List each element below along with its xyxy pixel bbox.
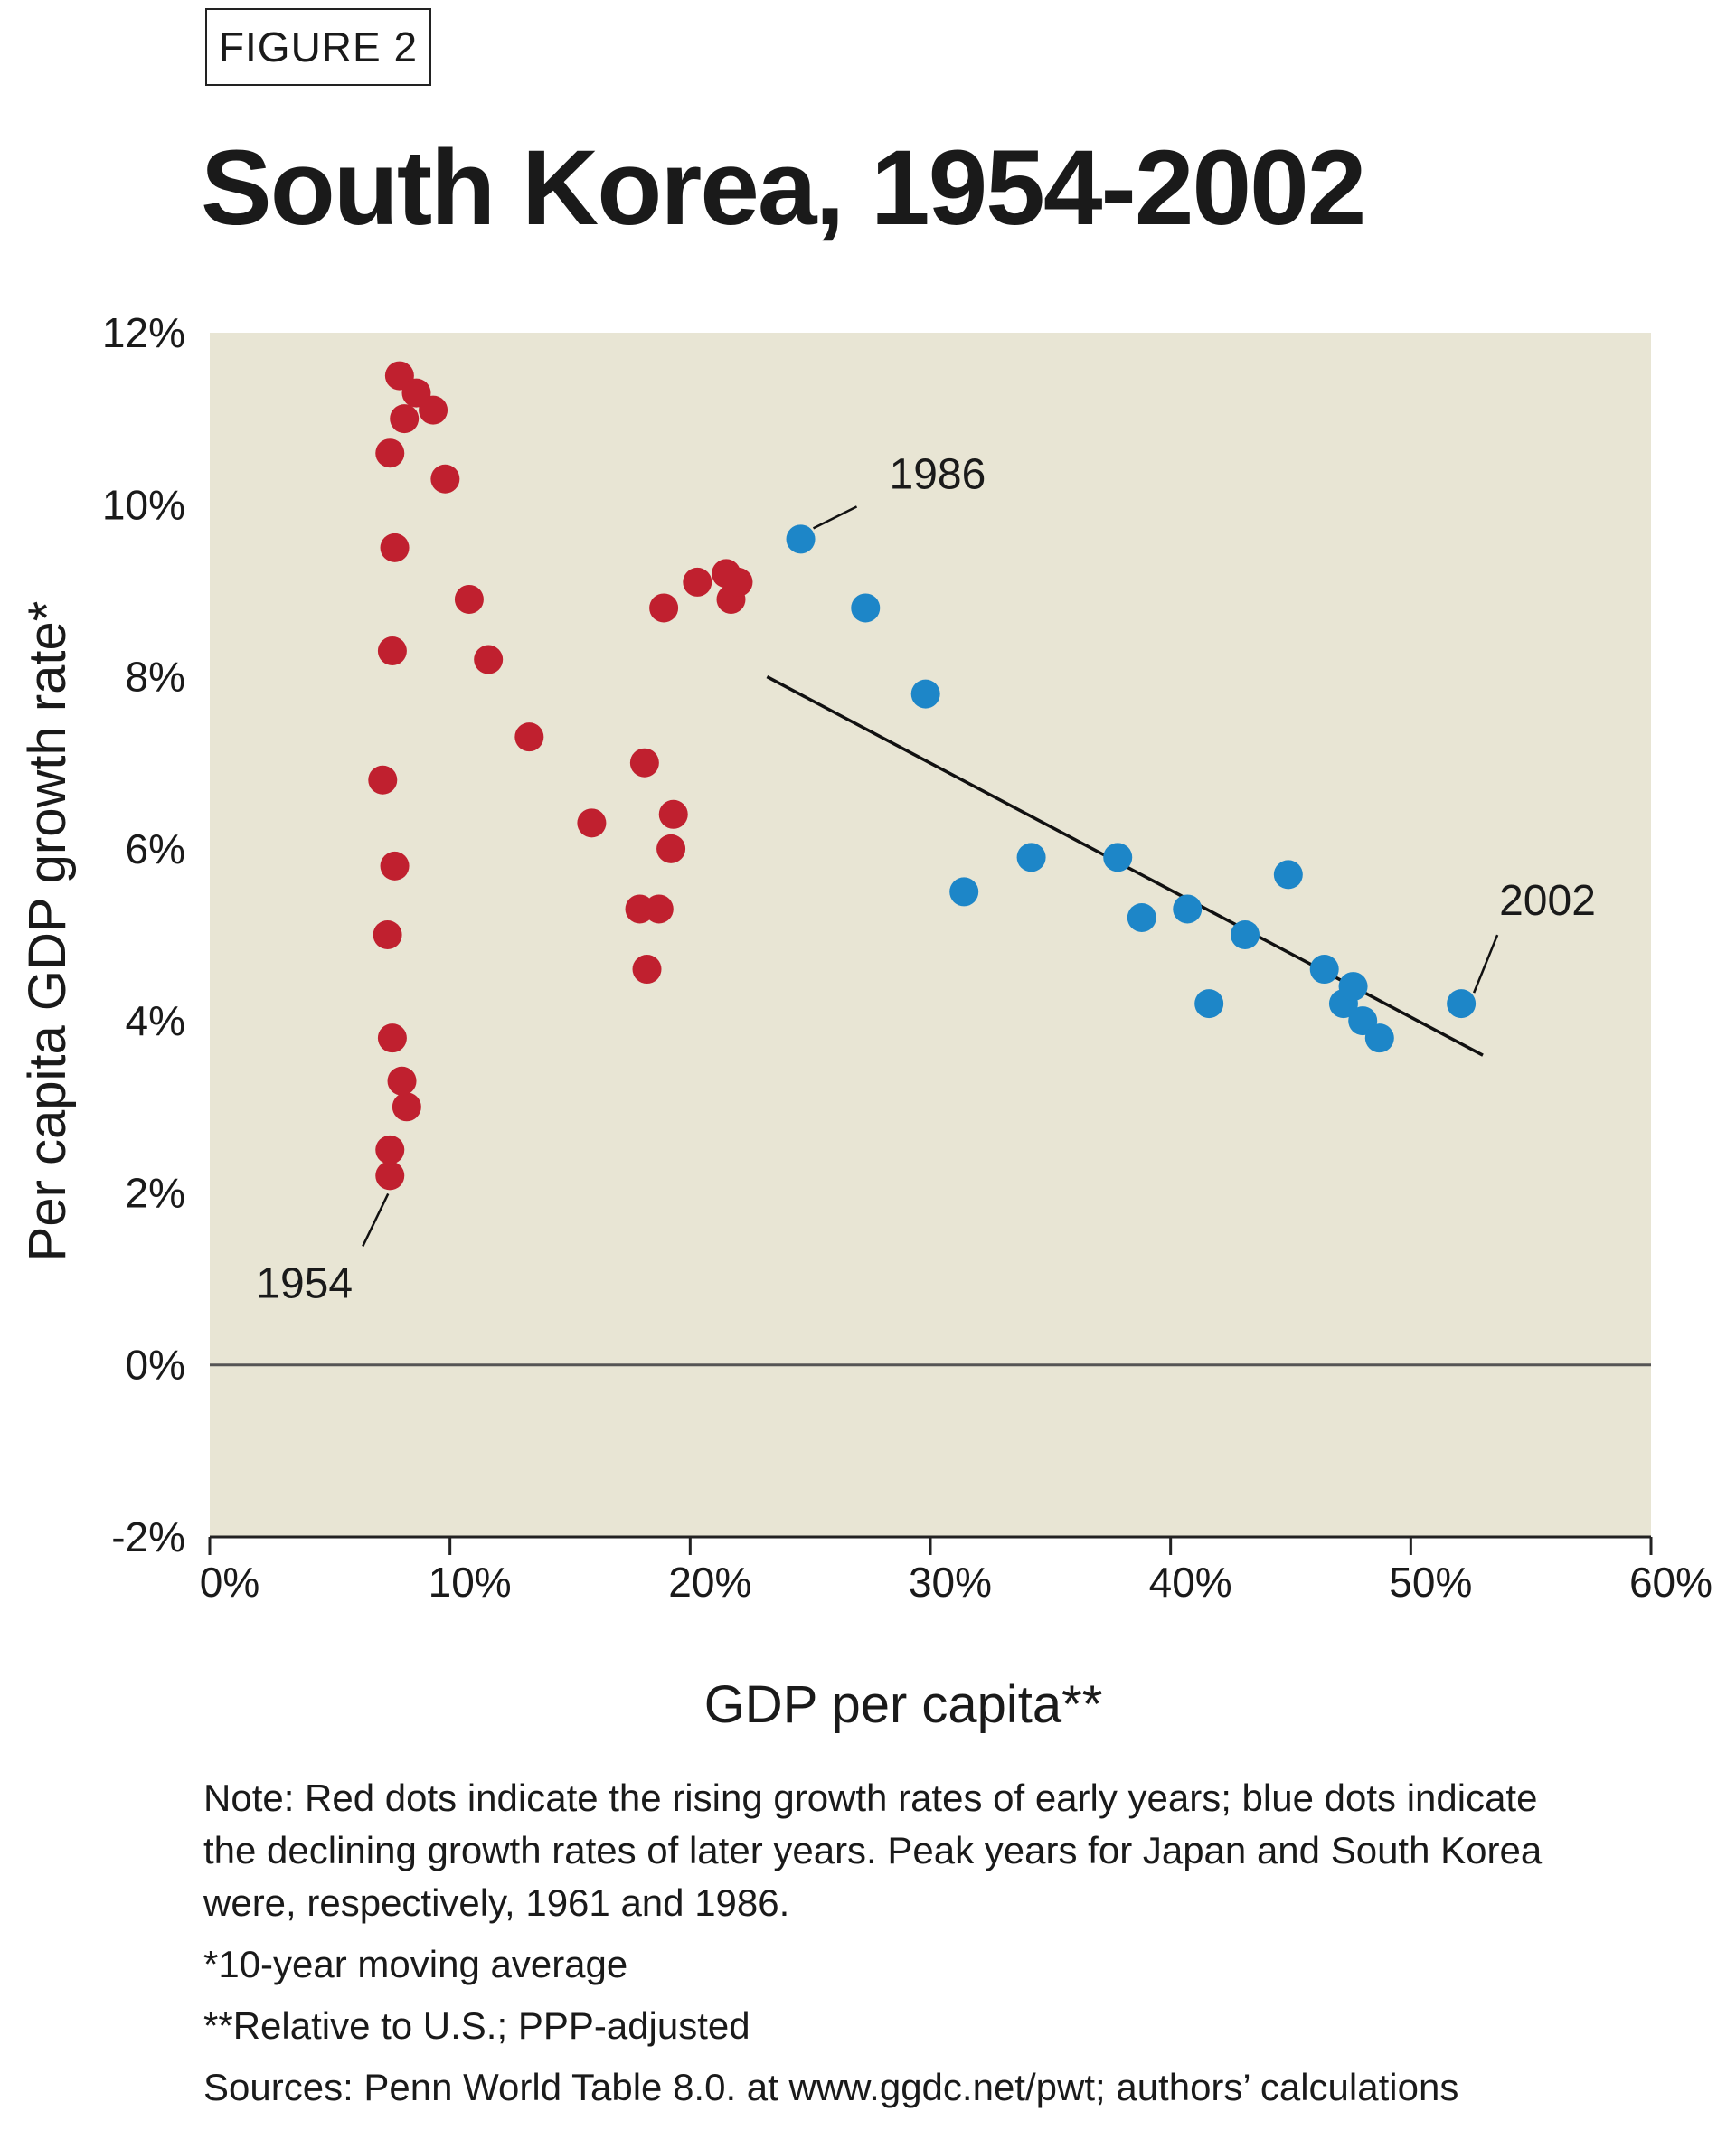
y-tick-label: 2% (126, 1169, 185, 1216)
later-year-point (1231, 920, 1260, 949)
x-tick-label: 40% (1149, 1559, 1232, 1606)
later-year-point (1338, 972, 1368, 1002)
sources-text: Sources: Penn World Table 8.0. at www.gg… (203, 2066, 1459, 2108)
early-year-point (577, 808, 607, 838)
early-year-point (430, 464, 460, 494)
early-year-point (649, 593, 679, 623)
early-year-point (375, 1135, 405, 1164)
early-year-point (454, 584, 484, 614)
x-tick-label: 20% (668, 1559, 751, 1606)
later-year-point (1016, 843, 1046, 872)
footnote-relative: **Relative to U.S.; PPP-adjusted (203, 2004, 750, 2047)
early-year-point (656, 834, 686, 863)
later-year-point (1173, 894, 1203, 924)
early-year-point (644, 894, 674, 924)
later-year-point (1364, 1023, 1394, 1053)
x-tick-label: 50% (1389, 1559, 1472, 1606)
y-tick-label: 12% (102, 309, 185, 356)
early-year-point (375, 1161, 405, 1191)
annotation-label: 1954 (256, 1259, 353, 1307)
y-tick-label: 6% (126, 825, 185, 872)
later-year-point (949, 877, 979, 907)
annotation-leader (1472, 934, 1499, 994)
scatter-chart: -2% 0% 2% 4% 6% 8% 10% 12% 0% 10% 20% 30% 40% 50% 60%… (18, 309, 1712, 1734)
annotation-leader (362, 1192, 390, 1247)
plot-area (210, 333, 1651, 1537)
figure-label: FIGURE 2 (205, 8, 431, 86)
early-year-point (368, 765, 398, 795)
y-axis: -2% 0% 2% 4% 6% 8% 10% 12% (102, 309, 185, 1560)
annotation-label: 2002 (1499, 877, 1596, 925)
chart-title: South Korea, 1954-2002 (201, 128, 1366, 248)
footnote-moving-average: *10-year moving average (203, 1943, 628, 1985)
later-year-point (1194, 989, 1224, 1019)
early-year-point (514, 722, 544, 752)
data-points (368, 361, 1477, 1191)
annotation-leader (812, 505, 858, 530)
later-year-point (786, 524, 816, 554)
x-tick-label: 60% (1629, 1559, 1712, 1606)
early-year-point (380, 533, 410, 562)
annotation-label: 1986 (890, 450, 986, 498)
later-year-point (1127, 902, 1156, 932)
early-year-point (632, 955, 662, 985)
later-year-point (1273, 860, 1303, 890)
y-tick-label: 8% (126, 654, 185, 701)
early-year-point (723, 567, 753, 597)
early-year-point (629, 748, 659, 778)
early-year-point (658, 799, 688, 829)
early-year-point (375, 438, 405, 468)
y-tick-label: -2% (111, 1513, 185, 1560)
later-year-point (1309, 955, 1339, 985)
y-tick-label: 4% (126, 997, 185, 1044)
early-year-point (390, 404, 420, 434)
notes: Note: Red dots indicate the rising growt… (203, 1772, 1596, 2123)
x-axis-label: GDP per capita** (704, 1675, 1103, 1734)
later-year-point (851, 593, 881, 623)
early-year-point (373, 920, 402, 949)
annotations: 1954 1986 2002 (256, 450, 1596, 1307)
later-year-point (1103, 843, 1133, 872)
y-tick-label: 10% (102, 481, 185, 528)
x-tick-label: 30% (909, 1559, 992, 1606)
y-axis-label: Per capita GDP growth rate* (18, 601, 77, 1262)
early-year-point (683, 567, 712, 597)
early-year-point (392, 1092, 421, 1122)
note-text: Note: Red dots indicate the rising growt… (203, 1777, 1543, 1924)
early-year-point (377, 1023, 407, 1053)
early-year-point (474, 645, 504, 674)
x-tick-label: 0% (200, 1559, 259, 1606)
x-tick-label: 10% (429, 1559, 512, 1606)
y-tick-label: 0% (126, 1342, 185, 1389)
early-year-point (377, 636, 407, 666)
early-year-point (419, 395, 448, 425)
later-year-point (910, 679, 940, 709)
x-axis: 0% 10% 20% 30% 40% 50% 60% (200, 1535, 1712, 1606)
later-year-point (1447, 989, 1477, 1019)
early-year-point (380, 851, 410, 881)
early-year-point (387, 1066, 417, 1096)
